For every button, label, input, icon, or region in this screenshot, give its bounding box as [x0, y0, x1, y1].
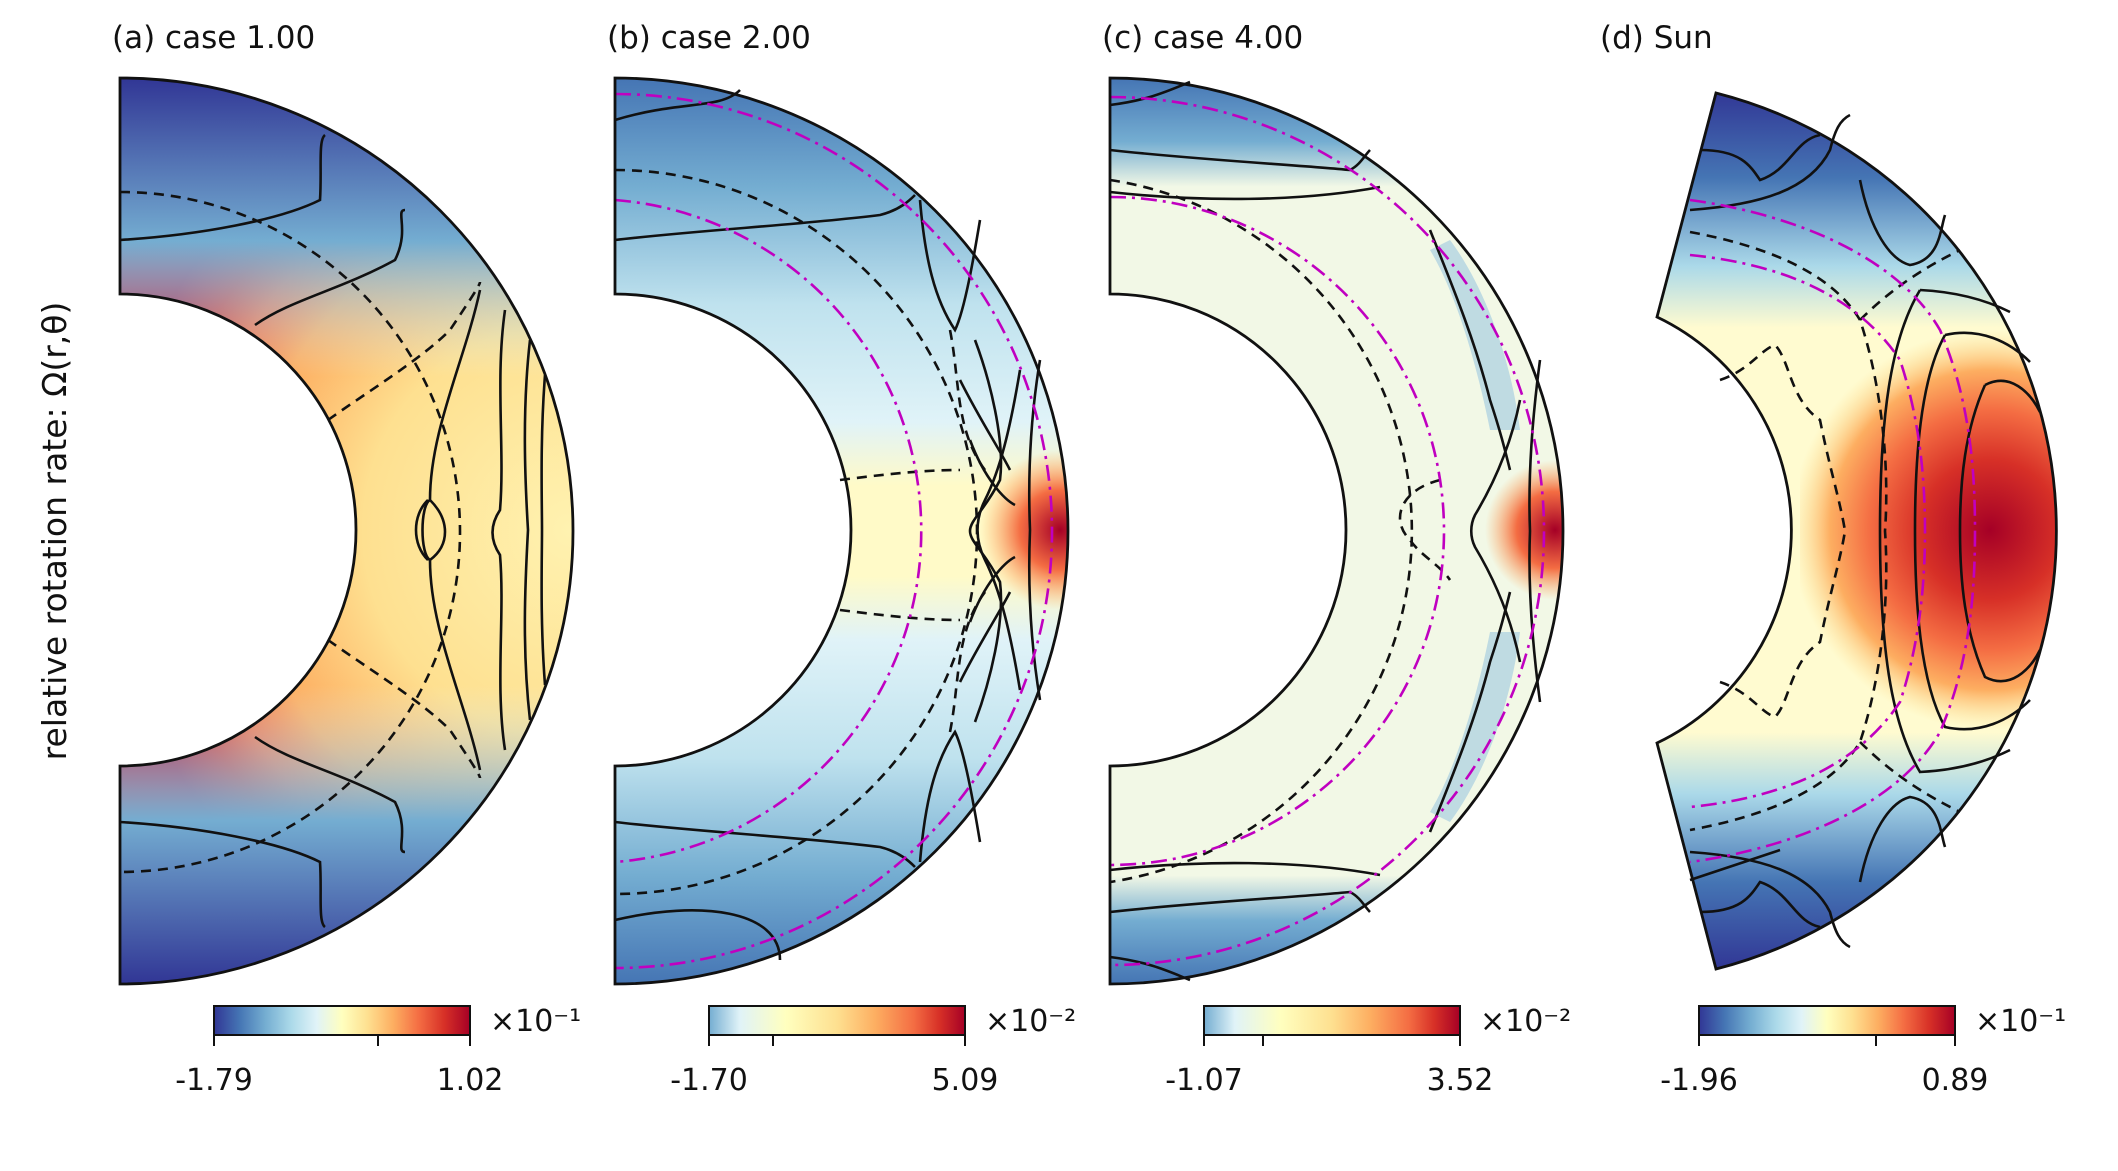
panel-c-boundary	[1108, 76, 1565, 986]
panel-d-rotation-map	[1657, 93, 2057, 969]
panel-a-boundary	[118, 76, 575, 986]
panel-d-dashed-contours	[1689, 230, 1961, 832]
panel-c: (c) case 4.00	[1102, 20, 1571, 1098]
panel-a-cbar-exponent: ×10⁻¹	[490, 1004, 581, 1039]
panel-b-title: (b) case 2.00	[607, 20, 811, 56]
panel-b-tachocline-lines	[614, 92, 1054, 970]
panel-b-boundary	[613, 76, 1070, 986]
panel-c-cbar-min: -1.07	[1165, 1063, 1243, 1098]
panel-a-cbar-max: 1.02	[437, 1063, 504, 1098]
panel-d-tachocline-lines	[1689, 198, 1977, 864]
panel-a-colorbar	[213, 1005, 471, 1036]
panel-d-cbar-min: -1.96	[1660, 1063, 1738, 1098]
panel-c-rotation-map	[1110, 78, 1563, 984]
panel-c-title: (c) case 4.00	[1102, 20, 1303, 56]
panel-a-title: (a) case 1.00	[112, 20, 315, 56]
panel-b-cbar-max: 5.09	[932, 1063, 999, 1098]
panel-c-cbar-max: 3.52	[1427, 1063, 1494, 1098]
panel-b-dashed-contours	[614, 168, 987, 896]
panel-a-dashed-contours	[119, 190, 482, 874]
panel-a-cbar-min: -1.79	[175, 1063, 253, 1098]
panel-b-colorbar	[708, 1005, 966, 1036]
panel-b: (b) case 2.00	[607, 20, 1076, 1098]
panel-d-title: (d) Sun	[1600, 20, 1713, 56]
panel-a-contours	[119, 133, 547, 929]
panel-c-cbar-exponent: ×10⁻²	[1480, 1004, 1571, 1039]
panel-d-colorbar	[1698, 1005, 1956, 1036]
panel-b-cbar-min: -1.70	[670, 1063, 748, 1098]
panel-b-cbar-exponent: ×10⁻²	[985, 1004, 1076, 1039]
panel-a: (a) case 1.00 -1.79 1.	[112, 20, 581, 1098]
y-axis-label: relative rotation rate: Ω(r,θ)	[35, 302, 74, 761]
panel-c-dashed-contours	[1109, 178, 1452, 884]
panel-c-colorbar	[1203, 1005, 1461, 1036]
panel-c-contours	[1109, 80, 1542, 982]
panel-d-cbar-exponent: ×10⁻¹	[1975, 1004, 2066, 1039]
panel-d: (d) Sun	[1600, 20, 2066, 1098]
panel-a-rotation-map	[120, 78, 573, 984]
panel-d-contours	[1689, 113, 2042, 949]
panel-c-tachocline-lines	[1109, 95, 1546, 967]
panel-d-boundary	[1655, 91, 2058, 971]
panel-d-cbar-max: 0.89	[1922, 1063, 1989, 1098]
